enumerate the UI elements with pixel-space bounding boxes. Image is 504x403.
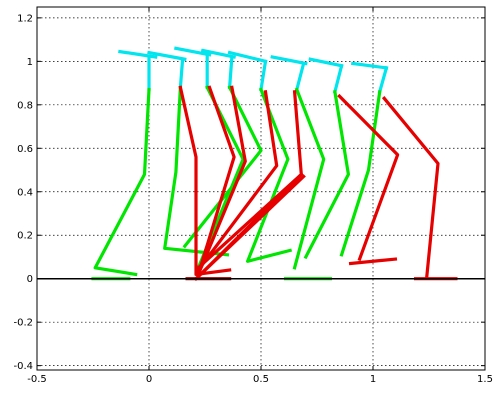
series-0-segment <box>270 55 308 66</box>
x-tick-label: 0 <box>146 374 152 385</box>
series-2-segment <box>348 257 398 266</box>
series-0-segment <box>294 61 306 92</box>
x-tick-label: 0.5 <box>253 374 269 385</box>
series-0-segment <box>332 63 344 94</box>
x-tick-label: 1 <box>370 374 376 385</box>
series-group <box>91 46 458 281</box>
y-tick-label: 0.6 <box>17 144 33 155</box>
y-tick-label: 1 <box>27 57 33 68</box>
series-1-segment <box>292 87 326 270</box>
y-tick-label: 0.2 <box>17 231 33 242</box>
series-2-segment <box>193 174 306 281</box>
series-2-segment <box>196 90 303 271</box>
series-2-segment <box>178 85 232 276</box>
y-tick-label: 0 <box>27 274 33 285</box>
series-0-segment <box>174 46 212 57</box>
series-1-segment <box>93 87 151 277</box>
series-2-segment <box>196 85 236 277</box>
series-2-segment <box>337 93 400 262</box>
axis-ticks: -0.5 0 0.5 1 1.5 -0.4 -0.2 0 0.2 0.4 0.6 0.8 1 1.2 <box>13 7 493 385</box>
x-tick-label: -0.5 <box>27 374 47 385</box>
series-0-segment <box>259 59 268 92</box>
series-1-segment <box>182 85 263 249</box>
series-0-segment <box>227 55 234 90</box>
series-0-segment <box>308 57 344 68</box>
x-tick-label: 1.5 <box>477 374 493 385</box>
series-0-segment <box>377 65 389 94</box>
y-tick-label: -0.4 <box>13 361 33 372</box>
y-tick-label: 0.4 <box>17 187 33 198</box>
series-0-segment <box>200 48 236 59</box>
series-2-segment <box>381 96 440 279</box>
series-2-segment <box>196 85 247 277</box>
series-0-segment <box>178 57 185 90</box>
y-tick-label: 1.2 <box>17 13 33 24</box>
y-tick-label: -0.2 <box>13 318 33 329</box>
series-0-segment <box>227 50 268 64</box>
series-0-segment <box>351 61 389 70</box>
series-1-segment <box>339 89 382 257</box>
series-2-segment <box>196 89 279 273</box>
y-tick-label: 0.8 <box>17 100 33 111</box>
series-1-segment <box>303 89 350 260</box>
series-0-segment <box>147 50 187 62</box>
